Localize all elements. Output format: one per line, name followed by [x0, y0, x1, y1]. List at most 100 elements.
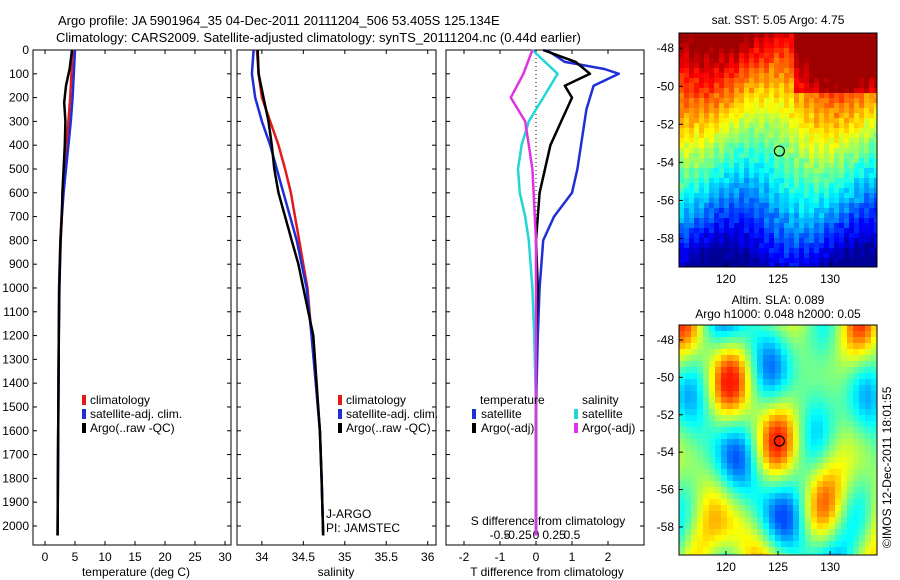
heatmap-cell	[739, 63, 745, 69]
heatmap-cell	[794, 88, 800, 94]
heatmap-cell	[819, 178, 825, 184]
heatmap-cell	[799, 523, 806, 530]
heatmap-cell	[679, 148, 685, 154]
heatmap-cell	[864, 203, 870, 209]
heatmap-cell	[733, 517, 740, 524]
heatmap-cell	[841, 517, 848, 524]
heatmap-cell	[814, 148, 820, 154]
heatmap-cell	[787, 457, 794, 464]
heatmap-cell	[697, 349, 704, 356]
heatmap-cell	[757, 331, 764, 338]
heatmap-cell	[844, 118, 850, 124]
heatmap-cell	[794, 58, 800, 64]
heatmap-cell	[794, 138, 800, 144]
heatmap-cell	[859, 138, 865, 144]
heatmap-cell	[714, 43, 720, 49]
heatmap-cell	[874, 38, 878, 44]
heatmap-cell	[809, 188, 815, 194]
heatmap-cell	[864, 218, 870, 224]
heatmap-cell	[694, 243, 700, 249]
heatmap-cell	[839, 133, 845, 139]
heatmap-cell	[854, 223, 860, 229]
y-tick-label: 300	[9, 114, 29, 128]
legend-swatch-climatology	[338, 395, 342, 405]
heatmap-cell	[847, 487, 854, 494]
heatmap-cell	[764, 123, 770, 129]
heatmap-cell	[734, 183, 740, 189]
heatmap-cell	[829, 349, 836, 356]
heatmap-cell	[819, 243, 825, 249]
heatmap-cell	[859, 68, 865, 74]
heatmap-cell	[819, 123, 825, 129]
heatmap-cell	[839, 188, 845, 194]
heatmap-cell	[744, 38, 750, 44]
heatmap-cell	[679, 535, 686, 542]
heatmap-cell	[689, 248, 695, 254]
heatmap-cell	[744, 223, 750, 229]
heatmap-cell	[814, 253, 820, 259]
heatmap-cell	[694, 88, 700, 94]
heatmap-cell	[709, 138, 715, 144]
heatmap-cell	[799, 433, 806, 440]
heatmap-cell	[787, 505, 794, 512]
heatmap-cell	[804, 218, 810, 224]
heatmap-cell	[769, 168, 775, 174]
heatmap-cell	[691, 343, 698, 350]
heatmap-cell	[684, 133, 690, 139]
heatmap-cell	[703, 397, 710, 404]
heatmap-cell	[853, 421, 860, 428]
heatmap-cell	[759, 93, 765, 99]
heatmap-cell	[679, 433, 686, 440]
heatmap-cell	[864, 188, 870, 194]
heatmap-cell	[781, 499, 788, 506]
heatmap-cell	[805, 487, 812, 494]
heatmap-cell	[824, 98, 830, 104]
heatmap-cell	[724, 183, 730, 189]
heatmap-cell	[804, 153, 810, 159]
heatmap-cell	[764, 243, 770, 249]
heatmap-cell	[799, 499, 806, 506]
heatmap-cell	[864, 233, 870, 239]
heatmap-cell	[759, 113, 765, 119]
heatmap-cell	[859, 493, 866, 500]
heatmap-cell	[763, 511, 770, 518]
heatmap-cell	[684, 93, 690, 99]
heatmap-cell	[679, 43, 685, 49]
heatmap-cell	[729, 93, 735, 99]
heatmap-cell	[724, 148, 730, 154]
sla-map-cells	[679, 325, 878, 556]
heatmap-cell	[835, 385, 842, 392]
heatmap-cell	[769, 445, 776, 452]
heatmap-cell	[804, 183, 810, 189]
heatmap-cell	[727, 487, 734, 494]
heatmap-cell	[864, 213, 870, 219]
heatmap-cell	[769, 238, 775, 244]
heatmap-cell	[709, 517, 716, 524]
heatmap-cell	[817, 529, 824, 536]
series-line-salinity-2	[256, 49, 325, 536]
heatmap-cell	[823, 373, 830, 380]
heatmap-cell	[739, 331, 746, 338]
heatmap-cell	[793, 535, 800, 542]
heatmap-cell	[775, 337, 782, 344]
heatmap-cell	[724, 78, 730, 84]
heatmap-cell	[774, 203, 780, 209]
heatmap-cell	[679, 108, 685, 114]
heatmap-cell	[784, 143, 790, 149]
heatmap-cell	[733, 439, 740, 446]
heatmap-cell	[703, 361, 710, 368]
heatmap-cell	[684, 158, 690, 164]
heatmap-cell	[811, 547, 818, 554]
heatmap-cell	[865, 511, 872, 518]
heatmap-cell	[841, 331, 848, 338]
heatmap-cell	[811, 409, 818, 416]
heatmap-cell	[769, 123, 775, 129]
heatmap-cell	[729, 233, 735, 239]
heatmap-cell	[774, 228, 780, 234]
heatmap-cell	[709, 248, 715, 254]
heatmap-cell	[734, 133, 740, 139]
heatmap-cell	[699, 63, 705, 69]
heatmap-cell	[779, 73, 785, 79]
heatmap-cell	[841, 445, 848, 452]
heatmap-cell	[715, 337, 722, 344]
